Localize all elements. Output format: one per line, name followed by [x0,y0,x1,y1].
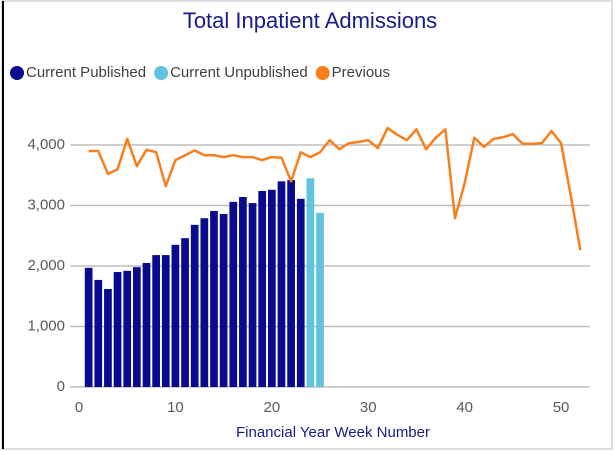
bar [248,203,257,387]
x-tick-label: 40 [456,399,473,416]
bar [229,201,238,387]
bar [94,279,103,387]
bar [258,190,267,387]
legend-label: Current Published [26,64,146,81]
bar [132,267,141,387]
bar [171,244,180,387]
bar [113,272,122,387]
bar [190,224,199,387]
bar [287,180,295,387]
bar [306,178,315,387]
bar [239,197,247,387]
bar [104,288,112,387]
legend-marker [315,66,330,80]
x-tick-label: 20 [263,399,280,416]
chart-title: Total Inpatient Admissions [183,8,437,33]
bar [142,262,151,387]
legend-label: Current Unpublished [170,64,308,81]
line [88,126,582,251]
x-axis-title: Financial Year Week Number [236,424,430,441]
bar [210,210,218,387]
x-tick-label: 50 [553,399,570,416]
y-tick-label: 0 [57,378,65,395]
y-tick-label: 2,000 [27,257,65,274]
x-tick-label: 30 [360,399,377,416]
legend-marker [10,66,24,80]
x-tick-label: 0 [75,399,83,416]
bar [219,213,228,387]
bar [200,218,209,387]
bar [161,255,170,387]
x-tick-label: 10 [167,399,184,416]
bar [277,181,286,387]
legend-label: Previous [332,64,390,81]
bar [316,212,324,387]
bar [296,198,305,387]
bar [267,189,276,387]
bar [152,255,160,387]
bar [181,238,189,387]
y-tick-label: 4,000 [27,136,65,153]
y-tick-label: 3,000 [27,196,65,213]
y-tick-label: 1,000 [27,317,65,334]
bar [84,267,93,387]
bar [123,270,132,387]
legend-marker [154,66,169,80]
